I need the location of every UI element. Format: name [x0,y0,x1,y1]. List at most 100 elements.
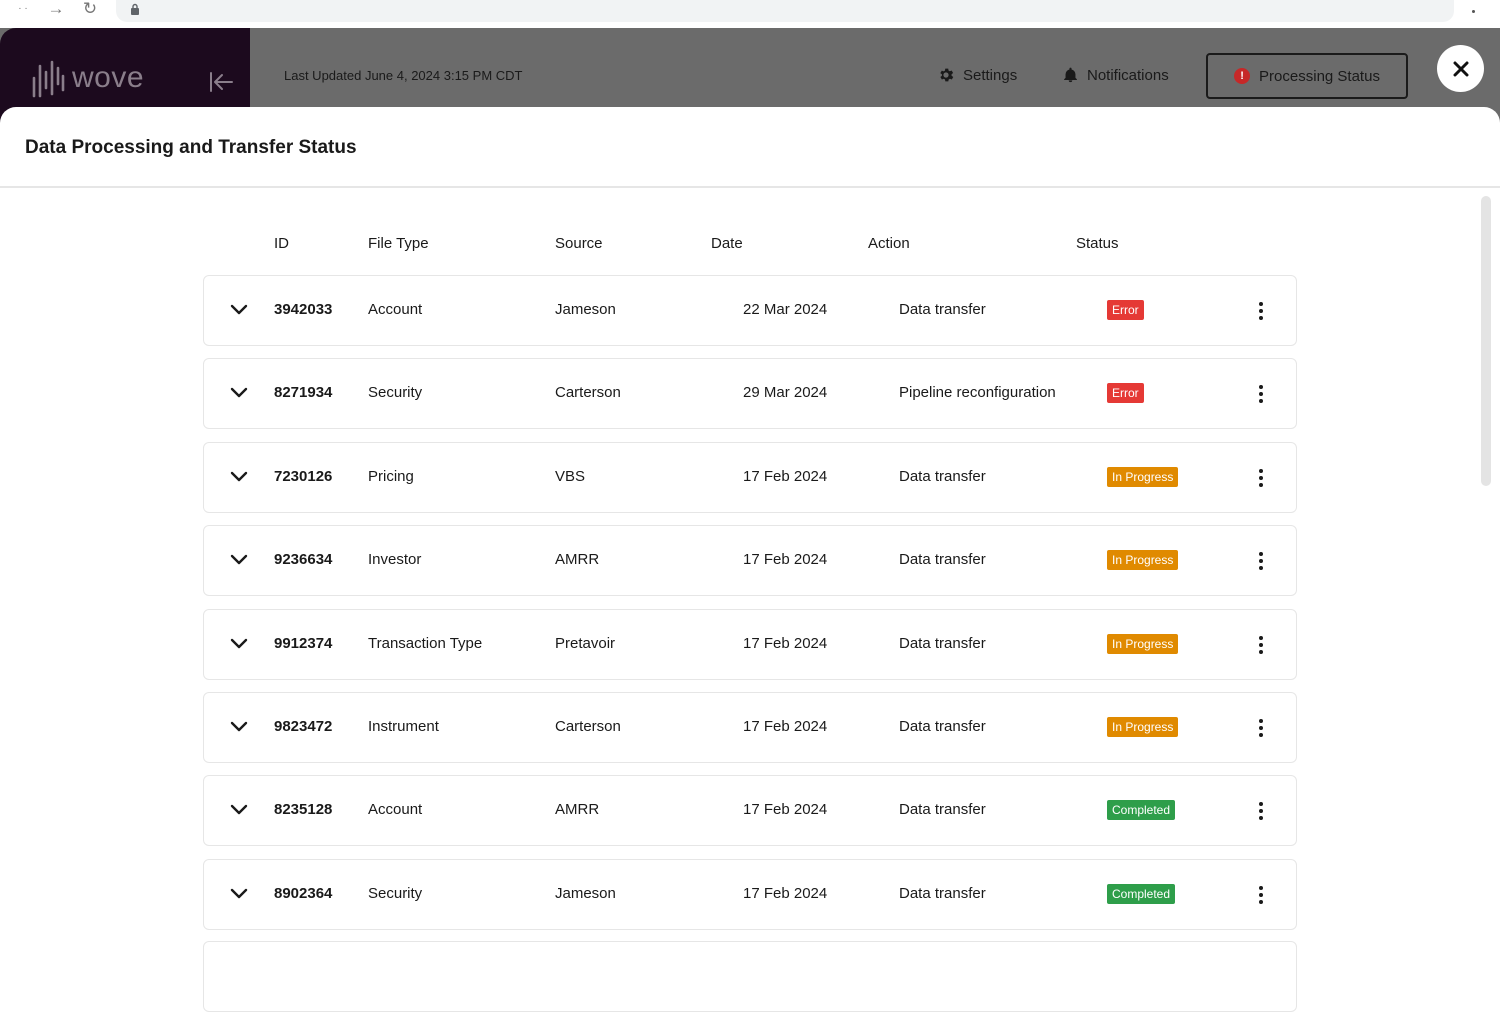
table-row[interactable]: 9912374 Transaction Type Pretavoir 17 Feb 2… [203,609,1297,680]
column-header-action: Action [868,235,910,252]
status-badge: In Progress [1107,467,1179,487]
column-header-source: Source [555,235,603,252]
table-row[interactable]: 9823472 Instrument Carterson 17 Feb 2024 Dat… [203,692,1297,763]
gear-icon [940,68,954,82]
row-action: Data transfer [899,885,986,902]
bell-icon [1064,67,1077,83]
table-row[interactable]: 9236634 Investor AMRR 17 Feb 2024 Data trans… [203,525,1297,596]
row-date: 22 Mar 2024 [743,301,828,318]
logo-text: wove [72,61,145,94]
row-id: 8235128 [274,801,333,818]
row-file-type: Account [368,301,423,318]
chevron-down-icon[interactable] [230,887,248,901]
table-row[interactable]: 8235128 Account AMRR 17 Feb 2024 Data transf… [203,775,1297,846]
reload-icon[interactable]: ↻ [82,0,98,18]
logo: wove [30,58,144,98]
row-id: 8271934 [274,384,333,401]
close-button[interactable] [1437,45,1484,92]
row-source: VBS [555,468,586,485]
row-action: Data transfer [899,468,986,485]
row-source: Carterson [555,384,621,401]
row-action: Data transfer [899,301,986,318]
lock-icon [131,3,139,15]
more-options-icon[interactable] [1257,717,1265,739]
processing-status-button[interactable]: ! Processing Status [1206,53,1408,99]
row-date: 17 Feb 2024 [743,635,828,652]
alert-icon: ! [1234,68,1251,84]
more-options-icon[interactable] [1257,300,1265,322]
processing-status-label: Processing Status [1259,67,1380,85]
row-source: AMRR [555,801,600,818]
chevron-down-icon[interactable] [230,470,248,484]
status-badge: In Progress [1107,717,1179,737]
status-badge: Error [1107,383,1144,403]
panel-title: Data Processing and Transfer Status [25,137,357,158]
row-source: Jameson [555,885,616,902]
row-action: Pipeline reconfiguration [899,384,1056,401]
chevron-down-icon[interactable] [230,803,248,817]
row-source: Jameson [555,301,616,318]
chevron-down-icon[interactable] [230,720,248,734]
row-id: 9823472 [274,718,333,735]
more-options-icon[interactable] [1257,467,1265,489]
divider [0,186,1500,188]
row-action: Data transfer [899,635,986,652]
status-badge: In Progress [1107,634,1179,654]
row-source: Carterson [555,718,621,735]
scrollbar[interactable] [1481,196,1491,486]
table-row[interactable]: 3942033 Account Jameson 22 Mar 2024 Data tra… [203,275,1297,346]
column-header-id: ID [274,235,289,252]
row-id: 8902364 [274,885,333,902]
row-action: Data transfer [899,718,986,735]
row-file-type: Account [368,801,423,818]
chevron-down-icon[interactable] [230,386,248,400]
row-date: 17 Feb 2024 [743,885,828,902]
row-source: AMRR [555,551,600,568]
row-id: 7230126 [274,468,333,485]
collapse-sidebar-icon[interactable] [208,70,234,94]
settings-button[interactable]: Settings [937,66,1017,84]
notifications-button[interactable]: Notifications [1062,66,1169,84]
more-options-icon[interactable] [1257,884,1265,906]
chevron-down-icon[interactable] [230,553,248,567]
row-source: Pretavoir [555,635,616,652]
row-date: 29 Mar 2024 [743,384,828,401]
row-file-type: Security [368,384,423,401]
row-action: Data transfer [899,551,986,568]
forward-icon[interactable]: → [47,0,65,18]
more-options-icon[interactable] [1257,550,1265,572]
chevron-down-icon[interactable] [230,303,248,317]
back-icon[interactable]: · · [18,3,28,14]
row-id: 9236634 [274,551,333,568]
table-row[interactable]: 7230126 Pricing VBS 17 Feb 2024 Data transfe… [203,442,1297,513]
notifications-label: Notifications [1087,66,1169,84]
status-badge: Completed [1107,884,1176,904]
browser-menu-icon[interactable] [1472,10,1475,13]
row-file-type: Pricing [368,468,414,485]
chevron-down-icon[interactable] [230,637,248,651]
row-file-type: Instrument [368,718,439,735]
wove-logo-icon [32,60,65,98]
settings-label: Settings [963,66,1018,84]
column-header-file-type: File Type [368,235,429,252]
more-options-icon[interactable] [1257,634,1265,656]
processing-status-panel: Data Processing and Transfer Status ID F… [0,107,1500,1012]
last-updated-text: Last Updated June 4, 2024 3:15 PM CDT [284,68,523,83]
browser-toolbar: · · → ↻ [0,0,1500,28]
table-row[interactable]: 8902364 Security Jameson 17 Feb 2024 Data tr… [203,859,1297,930]
column-header-date: Date [711,235,743,252]
row-date: 17 Feb 2024 [743,801,828,818]
status-badge: Completed [1107,800,1176,820]
row-id: 3942033 [274,301,333,318]
column-header-status: Status [1076,235,1119,252]
more-options-icon[interactable] [1257,800,1265,822]
row-file-type: Investor [368,551,422,568]
row-date: 17 Feb 2024 [743,551,828,568]
row-file-type: Security [368,885,423,902]
more-options-icon[interactable] [1257,383,1265,405]
row-date: 17 Feb 2024 [743,718,828,735]
close-icon [1453,61,1468,76]
address-bar[interactable] [116,0,1454,22]
table-row-partial [203,941,1297,1012]
table-row[interactable]: 8271934 Security Carterson 29 Mar 2024 Pipel… [203,358,1297,429]
